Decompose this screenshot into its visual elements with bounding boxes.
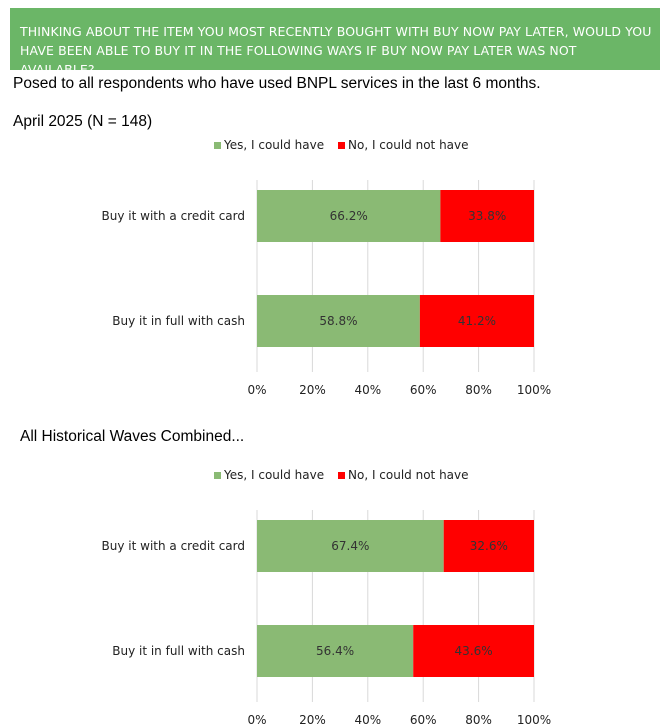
x-tick-label: 40%: [354, 383, 381, 397]
data-label: 66.2%: [330, 209, 368, 223]
question-banner: THINKING ABOUT THE ITEM YOU MOST RECENTL…: [10, 8, 660, 77]
bar-no: [419, 295, 534, 347]
chart-april-2025: Yes, I could have No, I could not have 0% 2…: [0, 136, 664, 398]
data-label: 32.6%: [470, 539, 508, 553]
bar-yes: [257, 295, 420, 347]
legend-swatch-0: [214, 472, 221, 479]
data-label: 67.4%: [331, 539, 369, 553]
chart-1-title: April 2025 (N = 148): [13, 113, 153, 130]
category-label: Buy it with a credit card: [102, 539, 245, 553]
chart-2-title: All Historical Waves Combined...: [20, 428, 245, 445]
subtitle: Posed to all respondents who have used B…: [13, 75, 541, 92]
x-tick-label: 20%: [299, 383, 326, 397]
legend-label: Yes, I could have: [223, 138, 324, 152]
x-tick-label: 0%: [247, 713, 266, 727]
x-tick-label: 20%: [299, 713, 326, 727]
bar-no: [440, 190, 534, 242]
legend-swatch-1: [338, 472, 345, 479]
bar-no: [413, 625, 534, 677]
x-tick-label: 60%: [410, 713, 437, 727]
category-label: Buy it with a credit card: [102, 209, 245, 223]
data-label: 43.6%: [455, 644, 493, 658]
x-tick-label: 80%: [465, 713, 492, 727]
data-label: 41.2%: [458, 314, 496, 328]
x-tick-label: 0%: [247, 383, 266, 397]
x-tick-label: 40%: [354, 713, 381, 727]
legend-label: Yes, I could have: [223, 468, 324, 482]
bar-yes: [257, 520, 444, 572]
x-tick-label: 60%: [410, 383, 437, 397]
bar-no: [443, 520, 534, 572]
data-label: 56.4%: [316, 644, 354, 658]
legend-swatch-0: [214, 142, 221, 149]
chart-historical-combined: Yes, I could have No, I could not have 0% 2…: [0, 466, 664, 728]
chart-svg: Yes, I could have No, I could not have 0% 2…: [102, 468, 552, 727]
x-tick-label: 100%: [517, 713, 551, 727]
bar-yes: [257, 190, 441, 242]
legend-label: No, I could not have: [348, 138, 469, 152]
legend-swatch-1: [338, 142, 345, 149]
legend-label: No, I could not have: [348, 468, 469, 482]
x-tick-label: 100%: [517, 383, 551, 397]
chart-svg: Yes, I could have No, I could not have 0% 2…: [102, 138, 552, 397]
category-label: Buy it in full with cash: [112, 644, 245, 658]
data-label: 33.8%: [468, 209, 506, 223]
category-label: Buy it in full with cash: [112, 314, 245, 328]
data-label: 58.8%: [319, 314, 357, 328]
bar-yes: [257, 625, 414, 677]
x-tick-label: 80%: [465, 383, 492, 397]
